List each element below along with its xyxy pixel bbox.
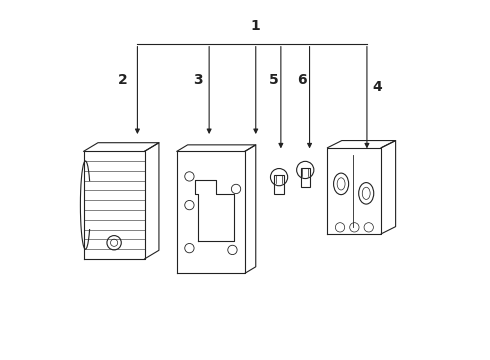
Bar — [300, 168, 310, 187]
Text: 2: 2 — [118, 73, 128, 87]
Text: 3: 3 — [194, 73, 203, 87]
Text: 1: 1 — [251, 19, 261, 33]
Text: 4: 4 — [373, 80, 383, 94]
Text: 6: 6 — [297, 73, 307, 87]
Text: 5: 5 — [269, 73, 278, 87]
Bar — [274, 175, 284, 194]
